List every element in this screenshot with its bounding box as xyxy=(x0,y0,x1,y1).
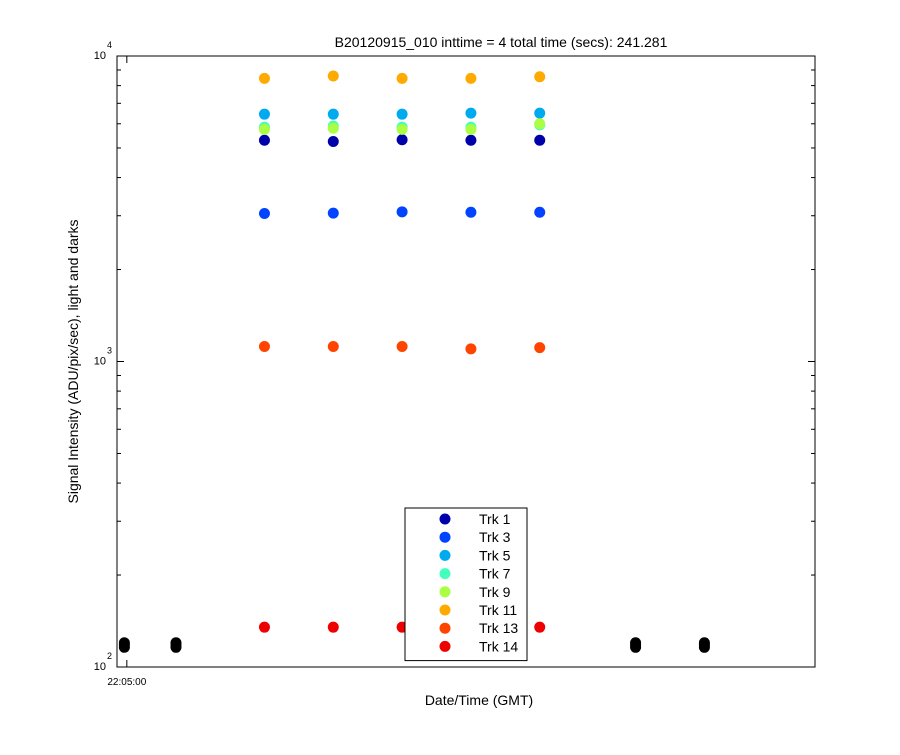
y-axis-label: Signal Intensity (ADU/pix/sec), light an… xyxy=(65,219,81,503)
point-trk-9 xyxy=(534,118,546,130)
point-trk-9 xyxy=(465,123,477,135)
legend-marker-trk-1 xyxy=(439,513,451,525)
legend-marker-trk-13 xyxy=(439,622,451,634)
legend-marker-trk-3 xyxy=(439,531,451,543)
point-trk-13 xyxy=(465,343,477,355)
point-trk-5 xyxy=(327,108,339,120)
point-trk-3 xyxy=(534,206,546,218)
point-trk-1 xyxy=(327,135,339,147)
point-trk-9 xyxy=(396,123,408,135)
y-tick-label: 10 xyxy=(94,661,106,673)
legend-box xyxy=(404,507,528,662)
point-trk-14 xyxy=(258,621,270,633)
legend-marker-trk-7 xyxy=(439,568,451,580)
point-trk-9 xyxy=(327,122,339,134)
point-trk-3 xyxy=(396,206,408,218)
point-trk-13 xyxy=(327,340,339,352)
x-tick-label: 22:05:00 xyxy=(107,677,146,688)
plot-frame xyxy=(116,55,816,668)
point-trk-11 xyxy=(327,70,339,82)
legend-marker-trk-9 xyxy=(439,586,451,598)
legend-label-trk-9: Trk 9 xyxy=(479,584,511,600)
y-tick-exponent: 3 xyxy=(107,346,112,356)
y-tick-label: 10 xyxy=(94,50,106,62)
point-trk-1 xyxy=(396,134,408,146)
legend-marker-trk-5 xyxy=(439,549,451,561)
point-trk-3 xyxy=(258,208,270,220)
point-trk-14 xyxy=(534,621,546,633)
legend-label-trk-14: Trk 14 xyxy=(479,638,518,654)
dark-point xyxy=(118,637,130,649)
point-trk-13 xyxy=(396,340,408,352)
point-trk-13 xyxy=(534,342,546,354)
chart-title: B20120915_010 inttime = 4 total time (se… xyxy=(335,34,668,50)
legend-label-trk-3: Trk 3 xyxy=(479,529,511,545)
point-trk-5 xyxy=(258,108,270,120)
y-tick-exponent: 2 xyxy=(107,651,112,661)
point-trk-13 xyxy=(258,340,270,352)
point-trk-11 xyxy=(534,71,546,83)
legend-label-trk-1: Trk 1 xyxy=(479,511,511,527)
point-trk-1 xyxy=(534,134,546,146)
point-trk-11 xyxy=(465,72,477,84)
dark-point xyxy=(630,637,642,649)
point-trk-11 xyxy=(258,72,270,84)
point-trk-5 xyxy=(396,108,408,120)
legend-marker-trk-11 xyxy=(439,604,451,616)
point-trk-11 xyxy=(396,72,408,84)
point-trk-14 xyxy=(327,621,339,633)
legend-label-trk-7: Trk 7 xyxy=(479,566,511,582)
data-markers xyxy=(118,70,710,653)
point-trk-3 xyxy=(327,207,339,219)
legend-label-trk-5: Trk 5 xyxy=(479,547,511,563)
dark-point xyxy=(698,637,710,649)
point-trk-5 xyxy=(534,107,546,119)
legend: Trk 1 Trk 3 Trk 5 Trk 7 Trk 9 Trk 11 Trk 13 Trk… xyxy=(404,507,528,662)
point-trk-5 xyxy=(465,107,477,119)
y-tick-exponent: 4 xyxy=(107,40,112,50)
legend-label-trk-11: Trk 11 xyxy=(479,602,517,618)
dark-point xyxy=(170,637,182,649)
point-trk-3 xyxy=(465,206,477,218)
legend-label-trk-13: Trk 13 xyxy=(479,620,518,636)
point-trk-1 xyxy=(258,134,270,146)
point-trk-9 xyxy=(258,123,270,135)
point-trk-1 xyxy=(465,134,477,146)
x-axis-label: Date/Time (GMT) xyxy=(425,692,533,708)
legend-marker-trk-14 xyxy=(439,640,451,652)
y-tick-label: 10 xyxy=(94,356,106,368)
